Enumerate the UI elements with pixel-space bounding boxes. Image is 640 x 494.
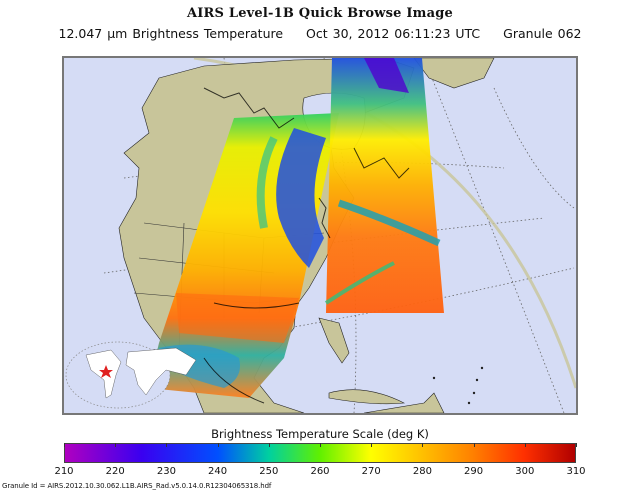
colorbar-tick	[524, 443, 526, 447]
location-marker-icon	[99, 365, 113, 378]
map-svg	[65, 58, 576, 413]
colorbar-tick	[115, 443, 117, 447]
map-panel	[62, 56, 578, 415]
east-swath	[326, 58, 444, 313]
colorbar-tick-label: 220	[105, 466, 125, 477]
islands	[432, 366, 484, 405]
world-inset	[65, 341, 197, 409]
colorbar-tick-label: 270	[361, 466, 381, 477]
colorbar-tick-label: 310	[566, 466, 586, 477]
colorbar-tick	[166, 443, 168, 447]
wavelength-label: 12.047 µm Brightness Temperature	[58, 26, 284, 41]
colorbar-tick-label: 290	[464, 466, 484, 477]
granule-id: Granule Id = AIRS.2012.10.30.062.L1B.AIR…	[2, 482, 272, 490]
page-title: AIRS Level-1B Quick Browse Image	[186, 6, 453, 21]
colorbar-tick-label: 280	[412, 466, 432, 477]
colorbar-tick-label: 210	[54, 466, 74, 477]
colorbar-tick	[576, 443, 577, 447]
colorbar-tick-label: 250	[259, 466, 279, 477]
colorbar-tick-label: 260	[310, 466, 330, 477]
granule-label: Granule 062	[503, 26, 582, 41]
colorbar-tick	[422, 443, 424, 447]
colorbar-tick	[320, 443, 321, 447]
colorbar-tick	[217, 443, 219, 447]
colorbar-title: Brightness Temperature Scale (deg K)	[211, 427, 429, 441]
colorbar-tick-label: 300	[515, 466, 535, 477]
colorbar-tick	[473, 443, 475, 447]
colorbar-tick-label: 230	[156, 466, 176, 477]
coastlines	[203, 87, 410, 404]
datetime-label: Oct 30, 2012 06:11:23 UTC	[306, 26, 481, 41]
colorbar-tick	[64, 443, 65, 447]
colorbar-tick-label: 240	[208, 466, 228, 477]
colorbar-tick	[371, 443, 373, 447]
colorbar-tick	[268, 443, 270, 447]
subtitle: 12.047 µm Brightness Temperature Oct 30,…	[0, 26, 640, 41]
